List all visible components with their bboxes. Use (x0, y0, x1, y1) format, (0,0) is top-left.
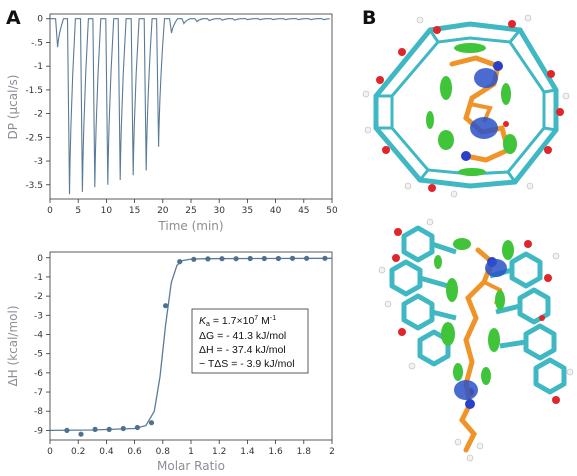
isotherm-y-tick-label-1: -1 (34, 273, 43, 283)
isotherm-y-tick-label-7: -7 (34, 388, 43, 398)
isotherm-point-6 (148, 420, 155, 426)
isotherm-x-tick-label-7: 1.4 (240, 447, 255, 457)
thermogram-x-tick-label-7: 35 (242, 206, 253, 216)
thermogram-y-tick-label-6: -3 (34, 157, 43, 167)
thermogram-y-tick-label-7: -3.5 (25, 181, 43, 191)
thermogram-ticks: 0 5 10 15 20 25 30 35 40 45 50 0 -.5 -1 -1.5 -2 -2.5 -3 -3… (25, 15, 338, 216)
isotherm-point-10 (205, 256, 211, 262)
top-cage-oxygens (376, 20, 564, 192)
thermo-parameters-box: Ka = 1.7×107 M-1 ΔG = - 41.3 kJ/mol ΔH =… (191, 308, 309, 374)
thermogram-y-tick-label-1: -.5 (31, 38, 43, 48)
isotherm-y-tick-label-6: -6 (34, 369, 43, 379)
thermogram-x-tick-label-10: 50 (326, 206, 338, 216)
isotherm-x-tick-label-4: 0.8 (156, 447, 171, 457)
isotherm-point-7 (163, 303, 169, 309)
ka-annotation: Ka = 1.7×107 M-1 (199, 315, 276, 328)
thermogram-trace (50, 18, 330, 195)
isotherm-x-tick-label-0: 0 (47, 447, 53, 457)
thermogram-x-tick-label-9: 45 (298, 206, 309, 216)
isotherm-x-tick-label-2: 0.4 (99, 447, 114, 457)
thermogram-y-tick-label-0: 0 (37, 15, 43, 25)
thermogram-x-tick-label-5: 25 (185, 206, 196, 216)
thermo-box-frame (191, 308, 309, 374)
isotherm-y-tick-label-4: -4 (34, 330, 43, 340)
isotherm-ticks: 0 0.2 0.4 0.6 0.8 1 1.2 1.4 1.6 1.8 2 0 -1 -2 -3 -4 -5 -6… (34, 254, 335, 457)
thermogram-x-tick-label-0: 0 (47, 206, 53, 216)
isotherm-y-tick-label-5: -5 (34, 350, 43, 360)
isotherm-y-tick-label-8: -8 (34, 407, 43, 417)
isotherm-x-tick-label-10: 2 (329, 447, 335, 457)
isotherm-point-17 (304, 255, 310, 261)
bottom-host-rings (389, 225, 567, 395)
isotherm-point-1 (78, 431, 84, 437)
isotherm-point-15 (275, 255, 281, 262)
thermogram-x-tick-label-6: 30 (213, 206, 225, 216)
isotherm-y-tick-label-9: -9 (34, 426, 43, 436)
thermogram-y-tick-label-5: -2.5 (25, 133, 43, 143)
bottom-interaction-surfaces (434, 238, 514, 385)
top-molecular-structure (362, 14, 570, 198)
isotherm-chart: 0 0.2 0.4 0.6 0.8 1 1.2 1.4 1.6 1.8 2 0 -1 -2 -3 -4 -5 -6… (6, 251, 335, 473)
thermogram-x-tick-label-3: 15 (129, 206, 140, 216)
thermogram-y-title: DP (μcal/s) (6, 75, 20, 140)
isotherm-x-tick-label-9: 1.8 (297, 447, 312, 457)
isotherm-point-14 (261, 255, 267, 262)
thermogram-x-title: Time (min) (157, 219, 223, 233)
thermogram-y-tick-label-2: -1 (34, 62, 43, 72)
isotherm-y-title: ΔH (kcal/mol) (6, 305, 20, 386)
thermogram-chart: 0 5 10 15 20 25 30 35 40 45 50 0 -.5 -1 -1.5 -2 -2.5 -3 -3… (6, 13, 338, 233)
isotherm-points (64, 255, 328, 437)
bottom-guest-molecule (454, 247, 507, 462)
isotherm-point-11 (219, 256, 225, 262)
panel-letter-b: B (362, 7, 376, 29)
isotherm-point-2 (92, 426, 98, 432)
isotherm-x-tick-label-3: 0.6 (127, 447, 142, 457)
dh-annotation: ΔH = - 37.4 kJ/mol (199, 344, 286, 356)
thermogram-frame (49, 13, 333, 200)
thermogram-x-tick-label-8: 40 (270, 206, 282, 216)
bottom-molecular-structure (378, 218, 574, 462)
isotherm-x-tick-label-6: 1.2 (212, 447, 226, 457)
isotherm-point-4 (120, 425, 126, 432)
isotherm-point-9 (191, 256, 197, 262)
thermogram-y-tick-label-4: -2 (34, 110, 43, 120)
isotherm-point-18 (322, 255, 328, 261)
isotherm-x-tick-label-5: 1 (188, 447, 194, 457)
isotherm-point-12 (233, 256, 239, 262)
isotherm-point-5 (134, 424, 140, 431)
top-guest-molecule (449, 55, 511, 163)
isotherm-point-16 (289, 255, 296, 261)
isotherm-point-8 (177, 259, 183, 265)
tds-annotation: − TΔS = - 3.9 kJ/mol (199, 358, 295, 370)
isotherm-y-tick-label-0: 0 (37, 254, 43, 264)
panel-letter-a: A (6, 7, 21, 29)
isotherm-point-0 (64, 427, 70, 433)
top-cage-frame (373, 21, 559, 189)
bottom-host-hydrogens (378, 218, 574, 376)
isotherm-x-tick-label-8: 1.6 (268, 447, 283, 457)
isotherm-point-3 (106, 426, 112, 432)
thermogram-x-tick-label-2: 10 (101, 206, 113, 216)
isotherm-x-title: Molar Ratio (157, 459, 225, 473)
isotherm-y-tick-label-2: -2 (34, 292, 43, 302)
top-cage-hydrogens (362, 14, 570, 198)
top-interaction-surfaces (426, 43, 517, 176)
isotherm-y-tick-label-3: -3 (34, 311, 43, 321)
isotherm-x-tick-label-1: 0.2 (71, 447, 85, 457)
dg-annotation: ΔG = - 41.3 kJ/mol (199, 330, 286, 342)
thermogram-x-tick-label-1: 5 (75, 206, 81, 216)
isotherm-point-13 (247, 255, 253, 262)
thermogram-y-tick-label-3: -1.5 (25, 86, 43, 96)
thermogram-x-tick-label-4: 20 (157, 206, 169, 216)
